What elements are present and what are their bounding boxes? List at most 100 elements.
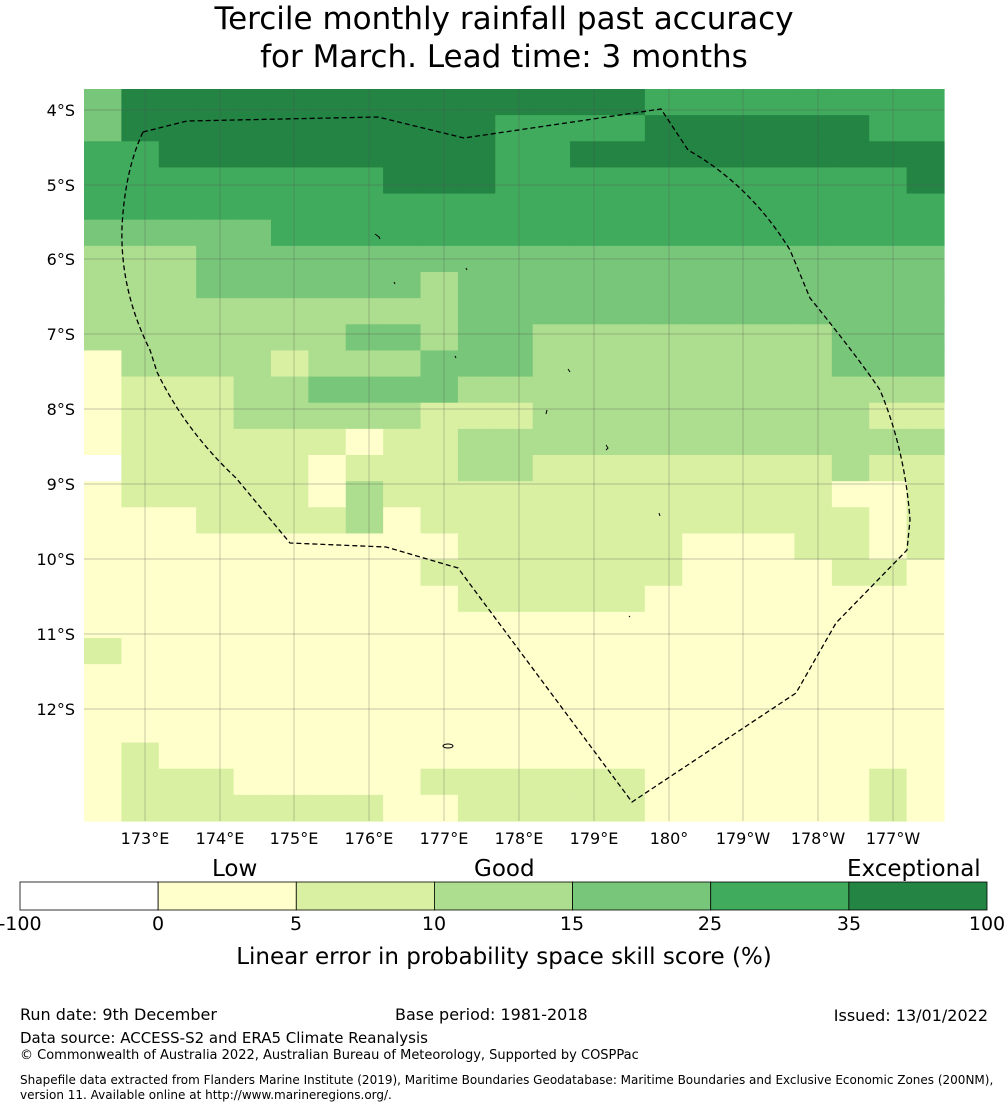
grid-cell	[869, 115, 908, 142]
grid-cell	[607, 402, 646, 430]
grid-cell	[644, 298, 683, 325]
grid-cell	[906, 115, 945, 142]
grid-cell	[233, 167, 272, 195]
chart-title-line1: Tercile monthly rainfall past accuracy	[214, 1, 794, 37]
grid-cell	[644, 141, 683, 169]
grid-cell	[196, 245, 235, 273]
grid-cell	[457, 794, 496, 822]
grid-cell	[570, 559, 609, 587]
grid-cell	[196, 455, 235, 482]
grid-cell	[794, 193, 833, 221]
grid-cell	[270, 141, 309, 169]
grid-cell	[420, 115, 459, 142]
grid-cell	[570, 638, 609, 665]
grid-cell	[383, 690, 422, 718]
grid-cell	[158, 350, 197, 378]
grid-cell	[233, 664, 272, 691]
grid-cell	[794, 141, 833, 169]
grid-cell	[906, 272, 945, 299]
grid-cell	[906, 768, 945, 796]
grid-cell	[308, 481, 347, 508]
grid-cell	[831, 507, 870, 535]
grid-cell	[607, 455, 646, 482]
grid-cell	[532, 272, 571, 299]
grid-cell	[84, 794, 122, 822]
grid-cell	[757, 716, 796, 744]
grid-cell	[532, 219, 571, 247]
latitude-labels: 4°S 5°S 6°S 7°S 8°S 9°S 10°S 11°S 12°S	[36, 101, 75, 719]
grid-cell	[607, 141, 646, 169]
grid-cell	[84, 245, 122, 273]
grid-cell	[495, 298, 534, 325]
grid-cell	[196, 507, 235, 535]
grid-cell	[84, 507, 122, 535]
grid-cell	[757, 193, 796, 221]
grid-cell	[794, 115, 833, 142]
grid-cell	[383, 664, 422, 691]
grid-cell	[84, 89, 122, 116]
grid-cell	[233, 507, 272, 535]
grid-cell	[84, 193, 122, 221]
grid-cell	[757, 115, 796, 142]
grid-cell	[121, 611, 160, 639]
grid-cell	[420, 89, 459, 116]
grid-cell	[719, 585, 758, 613]
grid-cell	[869, 89, 908, 116]
category-exceptional: Exceptional	[847, 856, 981, 882]
grid-cell	[532, 559, 571, 587]
grid-cell	[270, 481, 309, 508]
grid-cell	[233, 533, 272, 561]
grid-cell	[831, 350, 870, 378]
longitude-label: 178°E	[495, 829, 544, 848]
grid-cell	[196, 167, 235, 195]
grid-cell	[308, 794, 347, 822]
latitude-label: 10°S	[36, 550, 75, 569]
grid-cell	[719, 742, 758, 770]
grid-cell	[607, 690, 646, 718]
grid-cell	[158, 298, 197, 325]
grid-cell	[682, 428, 721, 456]
grid-cell	[121, 245, 160, 273]
grid-cell	[495, 193, 534, 221]
grid-cell	[831, 481, 870, 508]
grid-cell	[308, 219, 347, 247]
grid-cell	[869, 402, 908, 430]
grid-cell	[869, 350, 908, 378]
grid-cell	[495, 428, 534, 456]
grid-cell	[794, 89, 833, 116]
grid-cell	[383, 533, 422, 561]
grid-cell	[570, 350, 609, 378]
grid-cell	[121, 638, 160, 665]
grid-cell	[345, 611, 384, 639]
grid-cell	[84, 481, 122, 508]
grid-cell	[383, 768, 422, 796]
grid-cell	[532, 455, 571, 482]
colorbar-tick: 15	[559, 913, 585, 935]
grid-cell	[270, 272, 309, 299]
grid-cell	[831, 716, 870, 744]
grid-cell	[495, 559, 534, 587]
grid-cell	[831, 402, 870, 430]
grid-cell	[121, 533, 160, 561]
grid-cell	[719, 533, 758, 561]
grid-cell	[308, 115, 347, 142]
grid-cell	[906, 664, 945, 691]
grid-cell	[644, 559, 683, 587]
grid-cell	[906, 245, 945, 273]
grid-cell	[420, 585, 459, 613]
grid-cell	[121, 115, 160, 142]
grid-cell	[757, 428, 796, 456]
grid-cell	[570, 402, 609, 430]
colorbar-segment	[434, 881, 573, 911]
grid-cell	[270, 638, 309, 665]
longitude-label: 174°E	[196, 829, 245, 848]
grid-cell	[495, 350, 534, 378]
grid-cell	[158, 742, 197, 770]
grid-cell	[570, 219, 609, 247]
grid-cell	[495, 768, 534, 796]
grid-cell	[869, 167, 908, 195]
grid-cell	[457, 664, 496, 691]
grid-cell	[644, 585, 683, 613]
grid-cell	[158, 272, 197, 299]
grid-cell	[570, 507, 609, 535]
